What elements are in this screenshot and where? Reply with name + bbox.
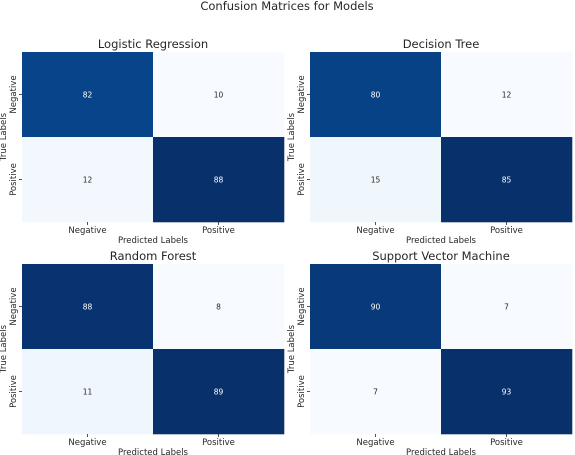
y-tick-label: Negative: [9, 75, 19, 113]
cell-value-label: 89: [214, 388, 224, 397]
cell-value-label: 12: [502, 91, 512, 100]
heatmap-cell: [310, 349, 442, 435]
y-tick-label: Positive: [297, 163, 307, 196]
heatmap-cell: [153, 137, 285, 223]
cell-value-label: 11: [83, 388, 93, 397]
x-tick-label: Negative: [68, 438, 106, 448]
x-axis-label: Predicted Labels: [118, 448, 189, 455]
cell-value-label: 7: [373, 388, 378, 397]
heatmap-cell: [153, 52, 285, 138]
y-tick-label: Positive: [9, 163, 19, 196]
heatmap-cell: [441, 264, 573, 350]
panel-title: Decision Tree: [403, 37, 480, 51]
x-axis-label: Predicted Labels: [118, 236, 189, 246]
confusion-matrix-panel: Decision Tree 80 12 15 85 Negative Positive Pre…: [287, 37, 573, 246]
x-tick-label: Positive: [202, 226, 235, 236]
x-tick-label: Negative: [68, 226, 106, 236]
x-axis-label: Predicted Labels: [406, 448, 477, 455]
heatmap-cell: [22, 349, 154, 435]
y-axis-label: True Labels: [0, 324, 9, 374]
y-axis-label: True Labels: [0, 112, 9, 162]
y-tick-label: Negative: [297, 287, 307, 325]
x-tick-label: Positive: [490, 226, 523, 236]
panel-title: Support Vector Machine: [372, 249, 510, 263]
y-tick-label: Negative: [297, 75, 307, 113]
y-axis-label: True Labels: [287, 324, 297, 374]
cell-value-label: 8: [216, 303, 221, 312]
y-tick-label: Positive: [297, 375, 307, 408]
cell-value-label: 7: [504, 303, 509, 312]
cell-value-label: 93: [502, 388, 512, 397]
cell-value-label: 82: [83, 91, 93, 100]
heatmap-cell: [22, 137, 154, 223]
heatmap-cell: [153, 264, 285, 350]
y-tick-label: Positive: [9, 375, 19, 408]
heatmap-cell: [441, 137, 573, 223]
cell-value-label: 85: [502, 176, 512, 185]
heatmap-cell: [22, 52, 154, 138]
heatmap-cell: [310, 264, 442, 350]
cell-value-label: 90: [371, 303, 381, 312]
x-tick-label: Positive: [202, 438, 235, 448]
cell-value-label: 15: [371, 176, 381, 185]
confusion-matrix-panel: Logistic Regression 82 10 12 88 Negative Posit…: [0, 37, 285, 246]
cell-value-label: 10: [214, 91, 224, 100]
y-axis-label: True Labels: [287, 112, 297, 162]
x-axis-label: Predicted Labels: [406, 236, 477, 246]
cell-value-label: 80: [371, 91, 381, 100]
heatmap-cell: [441, 52, 573, 138]
cell-value-label: 12: [83, 176, 93, 185]
x-tick-label: Negative: [356, 438, 394, 448]
panel-title: Random Forest: [110, 249, 197, 263]
panel-title: Logistic Regression: [98, 37, 208, 51]
heatmap-cell: [310, 52, 442, 138]
x-tick-label: Positive: [490, 438, 523, 448]
cell-value-label: 88: [214, 176, 224, 185]
confusion-matrix-panel: Support Vector Machine 90 7 7 93 Negative Posi…: [287, 249, 573, 455]
y-tick-label: Negative: [9, 287, 19, 325]
heatmap-cell: [22, 264, 154, 350]
heatmap-cell: [310, 137, 442, 223]
cell-value-label: 88: [83, 303, 93, 312]
x-tick-label: Negative: [356, 226, 394, 236]
heatmap-cell: [153, 349, 285, 435]
figure-title: Confusion Matrices for Models: [200, 0, 373, 13]
heatmap-cell: [441, 349, 573, 435]
